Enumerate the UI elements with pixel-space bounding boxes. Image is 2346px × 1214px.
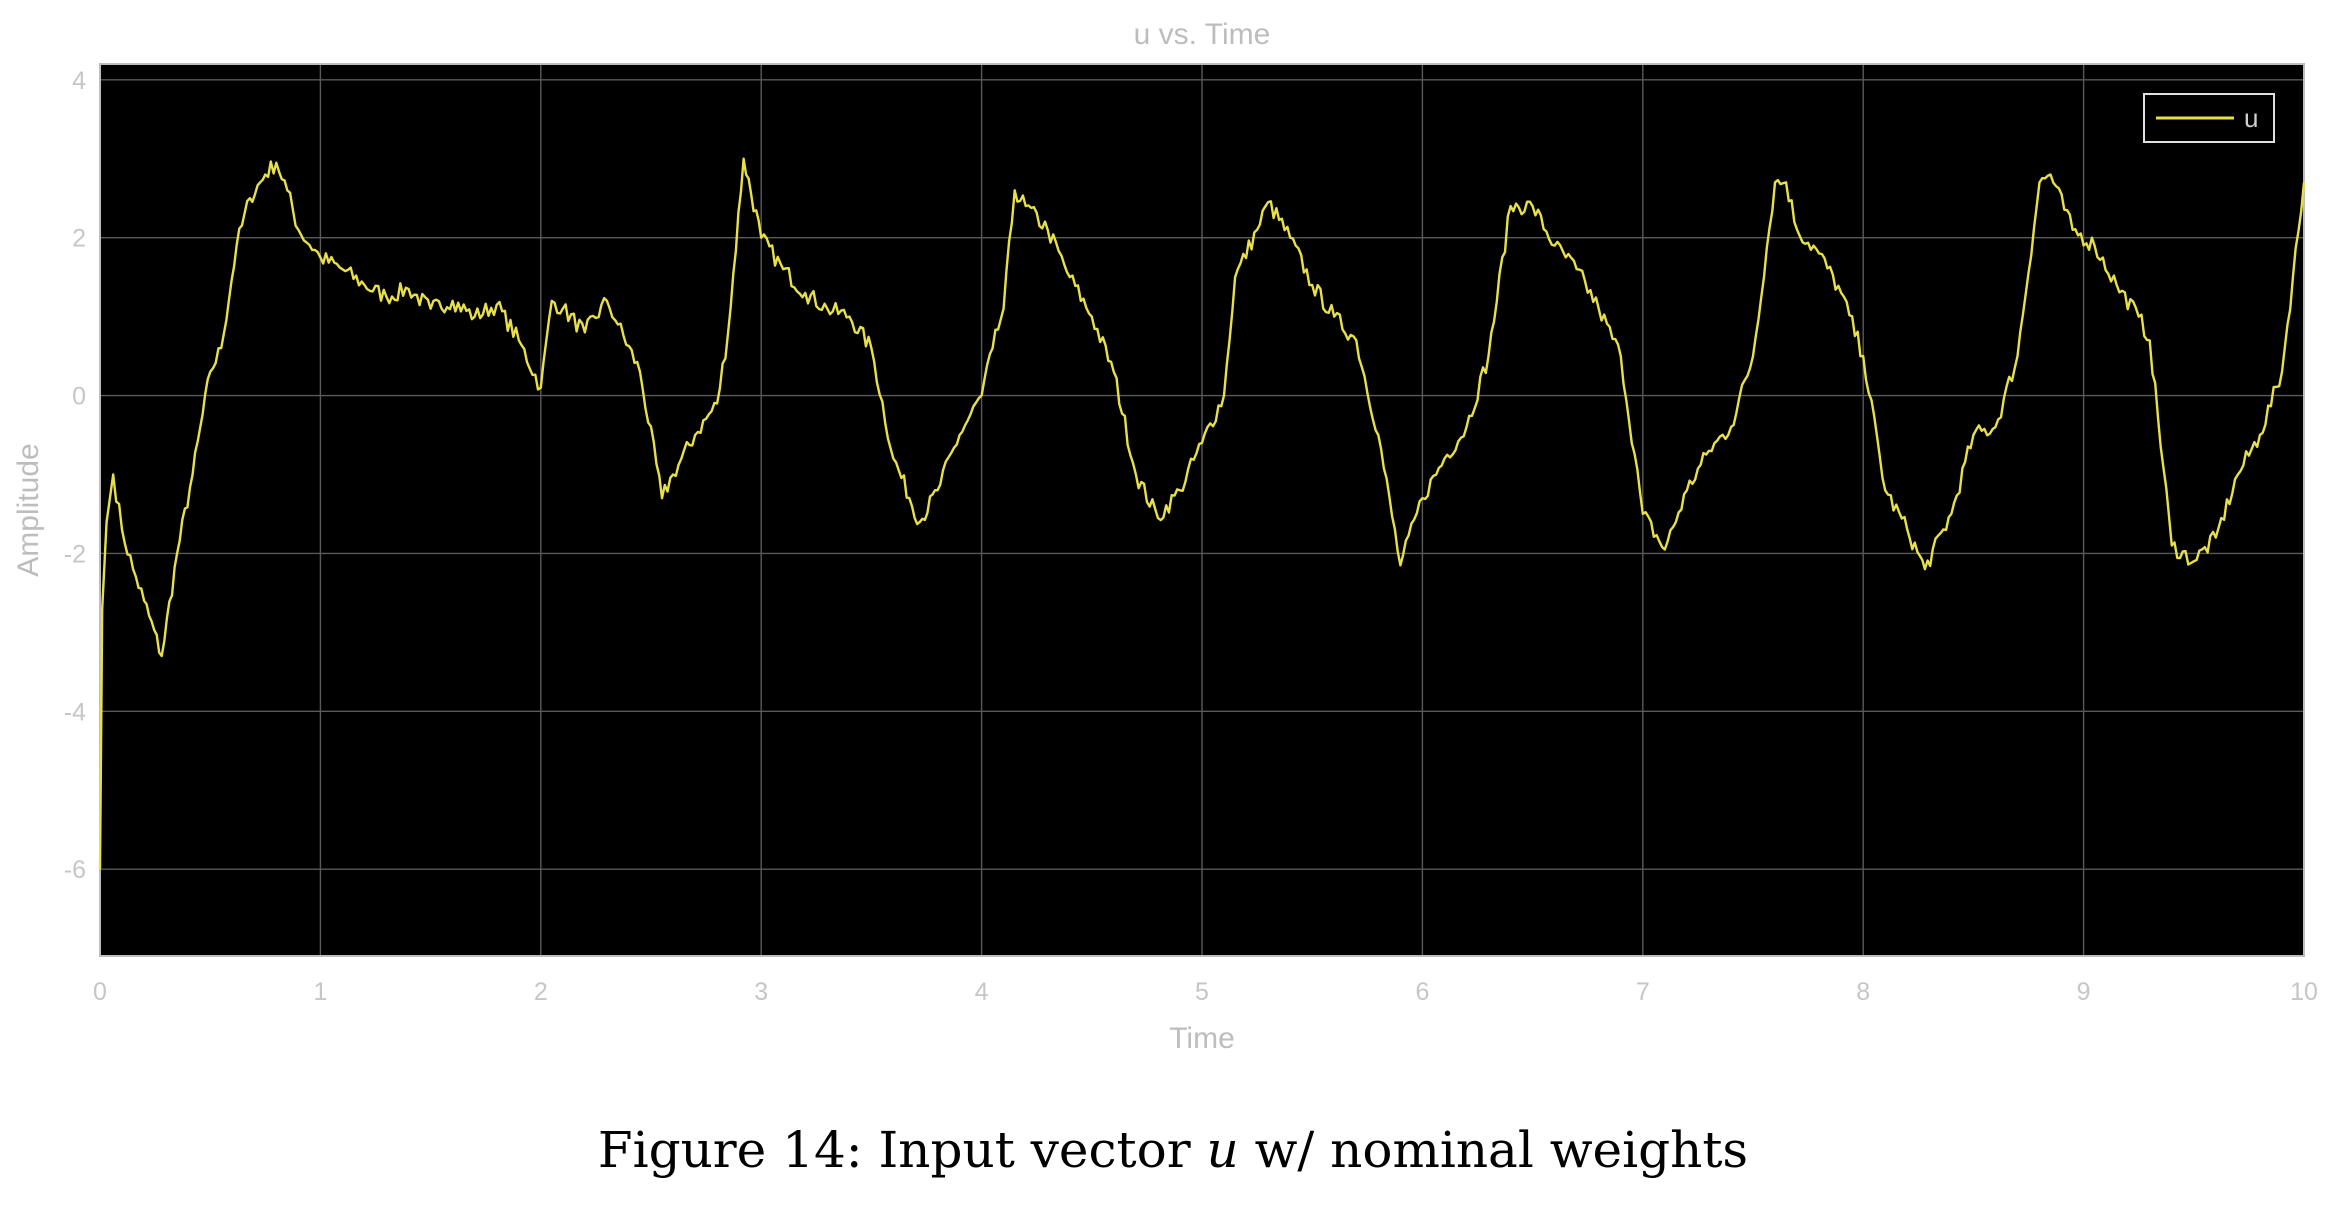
y-tick-label: -2 — [64, 540, 86, 568]
chart-title: u vs. Time — [1134, 18, 1271, 51]
caption-prefix: Figure 14: Input vector — [597, 1121, 1207, 1179]
y-tick-label: 0 — [72, 383, 86, 411]
series-line-u — [98, 157, 2306, 870]
x-tick-label: 10 — [2290, 978, 2318, 1006]
plot-border — [99, 63, 2305, 957]
x-tick-label: 2 — [534, 978, 548, 1006]
y-tick-label: -6 — [64, 856, 86, 884]
figure-caption: Figure 14: Input vector u w/ nominal wei… — [0, 1125, 2346, 1175]
y-axis-label: Amplitude — [12, 443, 45, 576]
x-tick-label: 5 — [1195, 978, 1209, 1006]
legend-label: u — [2244, 103, 2258, 133]
caption-suffix: w/ nominal weights — [1238, 1121, 1749, 1179]
x-axis-label: Time — [1169, 1022, 1235, 1055]
x-tick-label: 1 — [313, 978, 327, 1006]
x-tick-label: 7 — [1636, 978, 1650, 1006]
y-tick-label: 4 — [72, 67, 86, 95]
x-tick-label: 0 — [93, 978, 107, 1006]
line-chart: 0 1 2 3 4 5 6 7 8 9 10 -6 -4 -2 0 2 4 u vs. Time Time Ampli… — [12, 18, 2318, 1055]
x-tick-label: 9 — [2077, 978, 2091, 1006]
x-tick-label: 4 — [975, 978, 989, 1006]
x-tick-label: 6 — [1415, 978, 1429, 1006]
y-tick-label: 2 — [72, 225, 86, 253]
y-tick-label: -4 — [64, 698, 86, 726]
caption-variable: u — [1206, 1121, 1239, 1179]
x-tick-label: 3 — [754, 978, 768, 1006]
x-tick-label: 8 — [1856, 978, 1870, 1006]
